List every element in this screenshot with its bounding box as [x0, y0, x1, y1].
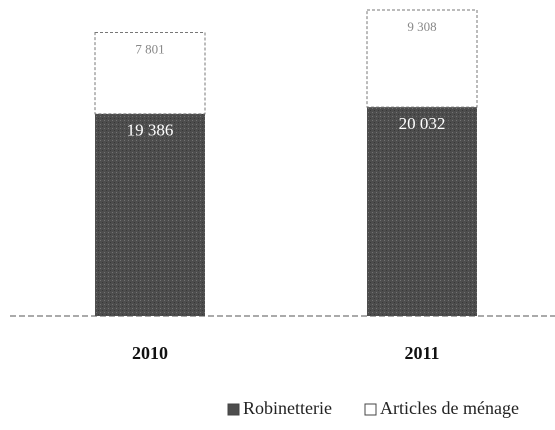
- data-label: 20 032: [399, 114, 446, 133]
- legend-swatch: [227, 403, 240, 416]
- x-tick-label: 2011: [404, 343, 439, 363]
- legend-label: Robinetterie: [243, 398, 332, 418]
- legend-swatch: [364, 403, 377, 416]
- data-label: 19 386: [127, 121, 174, 140]
- legend-label: Articles de ménage: [380, 398, 519, 418]
- data-label: 9 308: [407, 19, 436, 34]
- bar-texture: [95, 113, 205, 316]
- bar-segment: [94, 31, 206, 115]
- bar-texture: [367, 107, 477, 316]
- bar-segment: [366, 9, 478, 108]
- data-label: 7 801: [135, 41, 164, 56]
- x-tick-label: 2010: [132, 343, 168, 363]
